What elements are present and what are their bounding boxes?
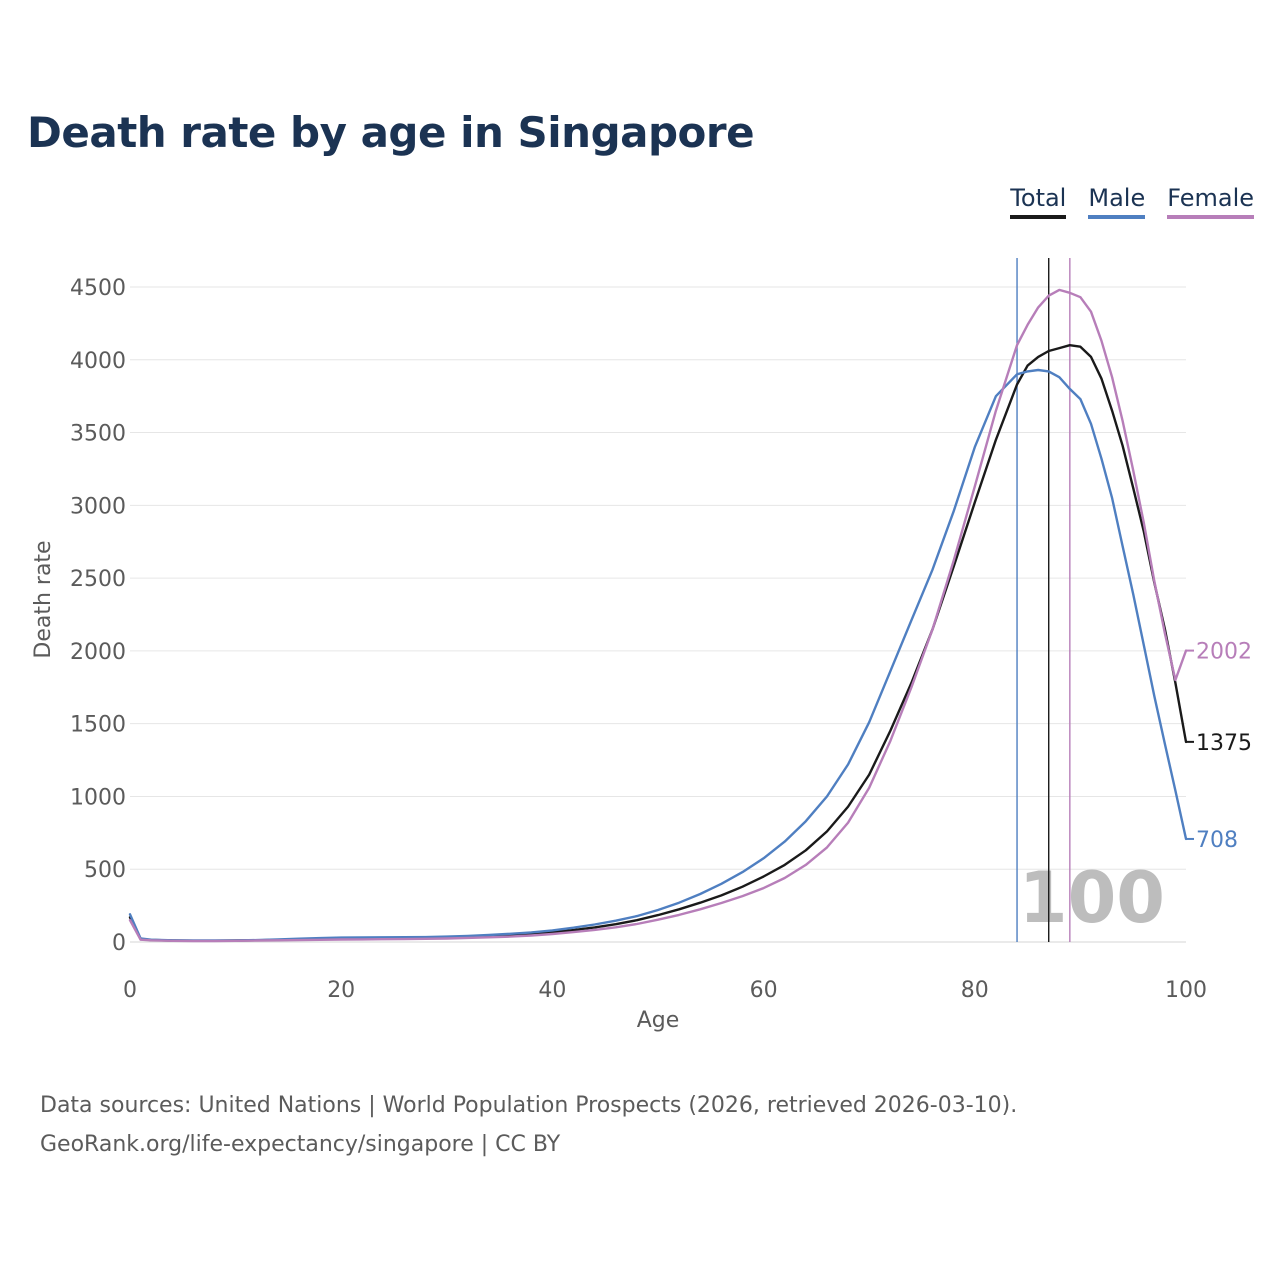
y-tick-label: 4500 <box>70 276 126 301</box>
legend-item-total[interactable]: Total <box>1010 184 1067 219</box>
series-line-total[interactable] <box>128 344 1188 942</box>
chart-title: Death rate by age in Singapore <box>27 108 755 157</box>
attribution-line[interactable]: GeoRank.org/life-expectancy/singapore | … <box>40 1132 561 1157</box>
x-axis-ticks: 0 20 40 60 80 100 <box>123 978 1207 1003</box>
y-tick-label: 0 <box>112 931 126 956</box>
x-tick-label: 20 <box>327 978 355 1003</box>
y-tick-label: 3500 <box>70 422 126 447</box>
end-label-total: 1375 <box>1196 731 1252 756</box>
year-watermark: 100 <box>1019 857 1165 939</box>
x-tick-label: 40 <box>538 978 566 1003</box>
x-tick-label: 60 <box>750 978 778 1003</box>
y-tick-label: 1500 <box>70 713 126 738</box>
end-label-male: 708 <box>1196 828 1238 853</box>
y-tick-label: 3000 <box>70 494 126 519</box>
y-tick-label: 2000 <box>70 640 126 665</box>
gridlines <box>130 286 1186 943</box>
y-axis-ticks: 0 500 1000 1500 2000 2500 3000 3500 4000 4500 <box>70 276 126 956</box>
x-tick-label: 0 <box>123 978 137 1003</box>
series-line-female[interactable] <box>128 288 1188 943</box>
age-marker-lines <box>1016 258 1071 942</box>
y-tick-label: 500 <box>84 858 126 883</box>
x-axis-title: Age <box>637 1008 680 1033</box>
line-chart: 0 500 1000 1500 2000 2500 3000 3500 4000 4500 0 20… <box>31 258 1252 1033</box>
end-value-labels: 1375 708 2002 <box>1186 640 1252 853</box>
y-tick-label: 2500 <box>70 567 126 592</box>
source-line: Data sources: United Nations | World Pop… <box>40 1093 1018 1118</box>
legend-item-male[interactable]: Male <box>1088 184 1146 219</box>
end-label-female: 2002 <box>1196 640 1252 665</box>
series-line-male[interactable] <box>128 368 1188 942</box>
legend-item-female[interactable]: Female <box>1167 184 1254 219</box>
y-axis-title: Death rate <box>31 540 56 658</box>
source-footer: Data sources: United Nations | World Pop… <box>40 1086 1017 1164</box>
y-tick-label: 1000 <box>70 785 126 810</box>
chart-legend: Total Male Female <box>1010 184 1254 219</box>
x-tick-label: 100 <box>1165 978 1207 1003</box>
y-tick-label: 4000 <box>70 349 126 374</box>
x-tick-label: 80 <box>961 978 989 1003</box>
series-lines <box>128 288 1188 943</box>
